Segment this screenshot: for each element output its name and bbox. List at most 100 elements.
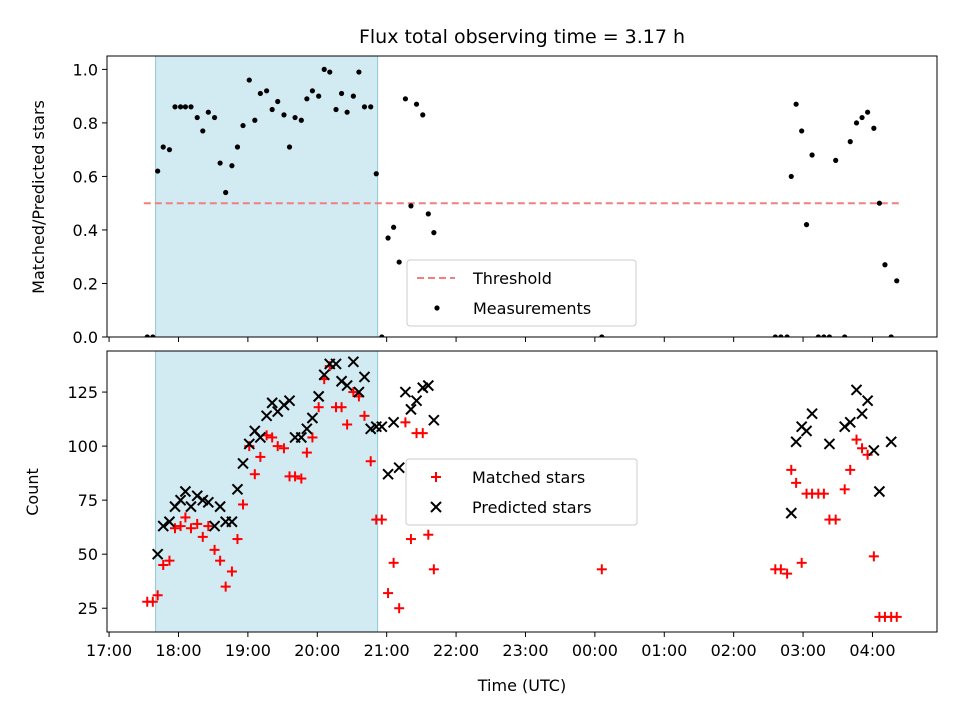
matched-star-point: [359, 410, 370, 421]
predicted-star-point: [151, 548, 164, 560]
measurement-point: [286, 144, 293, 150]
measurement-point: [240, 122, 246, 129]
predicted-star-point: [226, 516, 238, 528]
measurement-point: [333, 106, 339, 113]
predicted-star-point: [800, 425, 813, 437]
measurement-point: [425, 211, 431, 217]
measurement-point: [871, 125, 877, 131]
predicted-star-point: [428, 414, 440, 426]
measurement-point: [784, 334, 790, 337]
measurement-point: [177, 104, 184, 110]
predicted-star-point: [347, 356, 360, 368]
x-tick-label: 19:00: [225, 641, 271, 660]
matched-star-point: [278, 443, 289, 454]
predicted-star-point: [850, 384, 863, 396]
matched-star-point: [255, 451, 266, 462]
matched-star-point: [428, 564, 439, 575]
measurement-point: [264, 88, 270, 94]
predicted-star-point: [157, 520, 169, 532]
matched-star-point: [891, 611, 902, 622]
measurement-point: [391, 224, 397, 230]
matched-star-point: [232, 534, 243, 545]
measurement-point: [304, 96, 310, 102]
matched-star-point: [791, 477, 802, 488]
matched-star-point: [158, 559, 169, 570]
matched-star-point: [203, 521, 214, 532]
x-tick-label: 18:00: [155, 641, 201, 660]
matched-star-point: [862, 449, 873, 460]
matched-star-point: [845, 464, 856, 475]
measurement-point: [859, 114, 865, 121]
matched-star-point: [197, 531, 208, 542]
legend: Matched stars Predicted stars: [405, 458, 638, 526]
y-tick-label: 0.4: [73, 221, 98, 240]
predicted-star-point: [163, 516, 176, 528]
measurement-point: [842, 334, 848, 337]
measurement-point: [144, 334, 150, 337]
measurement-point: [338, 90, 345, 97]
measurement-point: [599, 334, 605, 337]
measurement-point: [413, 101, 420, 107]
matched-star-point: [342, 419, 353, 430]
measurement-point: [166, 147, 173, 153]
measurement-point: [298, 117, 304, 123]
measurement-point: [815, 334, 821, 337]
predicted-star-point: [399, 386, 412, 398]
matched-star-point: [192, 518, 203, 529]
bottom-y-axis-label: Count: [23, 468, 42, 516]
predicted-star-point: [260, 410, 273, 422]
predicted-star-point: [185, 500, 197, 513]
matched-star-point: [336, 402, 347, 413]
predicted-star-point: [202, 496, 215, 509]
predicted-star-point: [387, 416, 400, 429]
measurement-point: [234, 144, 241, 150]
predicted-star-point: [885, 436, 897, 448]
measurement-point: [865, 109, 871, 115]
x-tick-label: 03:00: [780, 641, 826, 660]
matched-star-point: [868, 551, 879, 562]
measurement-point: [160, 144, 166, 150]
measurement-point: [150, 334, 156, 337]
y-tick-label: 100: [67, 437, 98, 456]
measurement-point: [172, 104, 178, 110]
matched-star-point: [365, 456, 376, 467]
matched-star-point: [220, 581, 231, 592]
measurement-point: [182, 104, 189, 110]
predicted-star-point: [861, 395, 874, 407]
matched-star-point: [272, 441, 283, 452]
matched-star-point: [423, 529, 434, 540]
observing-span: [155, 56, 379, 337]
predicted-star-point: [393, 462, 405, 474]
x-tick-label: 17:00: [86, 641, 132, 660]
measurement-point: [379, 334, 385, 337]
legend-swatch: [434, 305, 440, 311]
measurement-point: [894, 278, 900, 284]
measurement-point: [155, 168, 161, 174]
x-tick-label: 23:00: [502, 641, 548, 660]
predicted-star-point: [341, 379, 353, 392]
measurement-point: [803, 222, 810, 228]
measurement-point: [275, 98, 281, 105]
matched-star-point: [383, 588, 394, 599]
predicted-star-point: [174, 494, 187, 506]
matched-star-point: [376, 514, 387, 525]
matched-star-point: [405, 534, 416, 545]
matched-star-point: [417, 428, 428, 439]
predicted-star-point: [376, 420, 388, 433]
observing-span: [155, 351, 379, 632]
x-tick-label: 02:00: [711, 641, 757, 660]
matched-star-point: [786, 464, 797, 475]
y-tick-label: 25: [78, 599, 98, 618]
predicted-star-point: [237, 457, 249, 470]
matched-star-point: [830, 514, 841, 525]
predicted-star-point: [243, 438, 255, 450]
y-tick-label: 1.0: [73, 60, 98, 79]
matched-star-point: [296, 473, 307, 484]
measurement-point: [188, 104, 194, 110]
predicted-star-point: [856, 407, 868, 420]
predicted-star-point: [410, 395, 423, 407]
measurement-point: [420, 112, 426, 118]
measurement-point: [833, 157, 839, 163]
predicted-star-point: [806, 407, 818, 420]
matched-star-point: [164, 555, 175, 566]
